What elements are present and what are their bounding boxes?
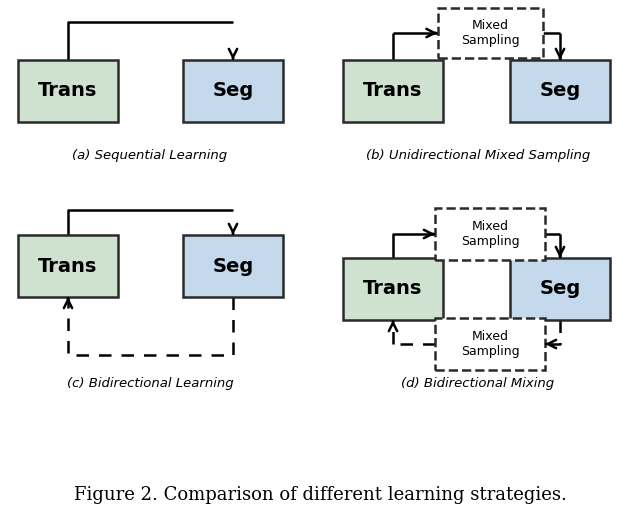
Text: (a) Sequential Learning: (a) Sequential Learning (72, 148, 228, 161)
Text: Trans: Trans (364, 82, 422, 100)
Text: Seg: Seg (212, 82, 253, 100)
Bar (510, 60, 610, 122)
Bar (183, 60, 283, 122)
Text: Trans: Trans (364, 280, 422, 298)
Bar (343, 258, 443, 320)
Text: Seg: Seg (540, 280, 580, 298)
Text: Seg: Seg (540, 82, 580, 100)
Text: Seg: Seg (212, 256, 253, 276)
Bar (18, 60, 118, 122)
Text: Trans: Trans (38, 82, 98, 100)
Text: (c) Bidirectional Learning: (c) Bidirectional Learning (67, 376, 234, 389)
Bar (435, 318, 545, 370)
Text: (b) Unidirectional Mixed Sampling: (b) Unidirectional Mixed Sampling (366, 148, 590, 161)
Text: Figure 2. Comparison of different learning strategies.: Figure 2. Comparison of different learni… (74, 486, 566, 504)
Bar (435, 208, 545, 260)
Bar (343, 60, 443, 122)
Text: Mixed
Sampling: Mixed Sampling (461, 19, 519, 47)
Text: Mixed
Sampling: Mixed Sampling (461, 330, 519, 358)
Text: Trans: Trans (38, 256, 98, 276)
Bar (510, 258, 610, 320)
Bar (183, 235, 283, 297)
Text: (d) Bidirectional Mixing: (d) Bidirectional Mixing (401, 376, 555, 389)
Bar (438, 8, 543, 58)
Bar (18, 235, 118, 297)
Text: Mixed
Sampling: Mixed Sampling (461, 220, 519, 248)
